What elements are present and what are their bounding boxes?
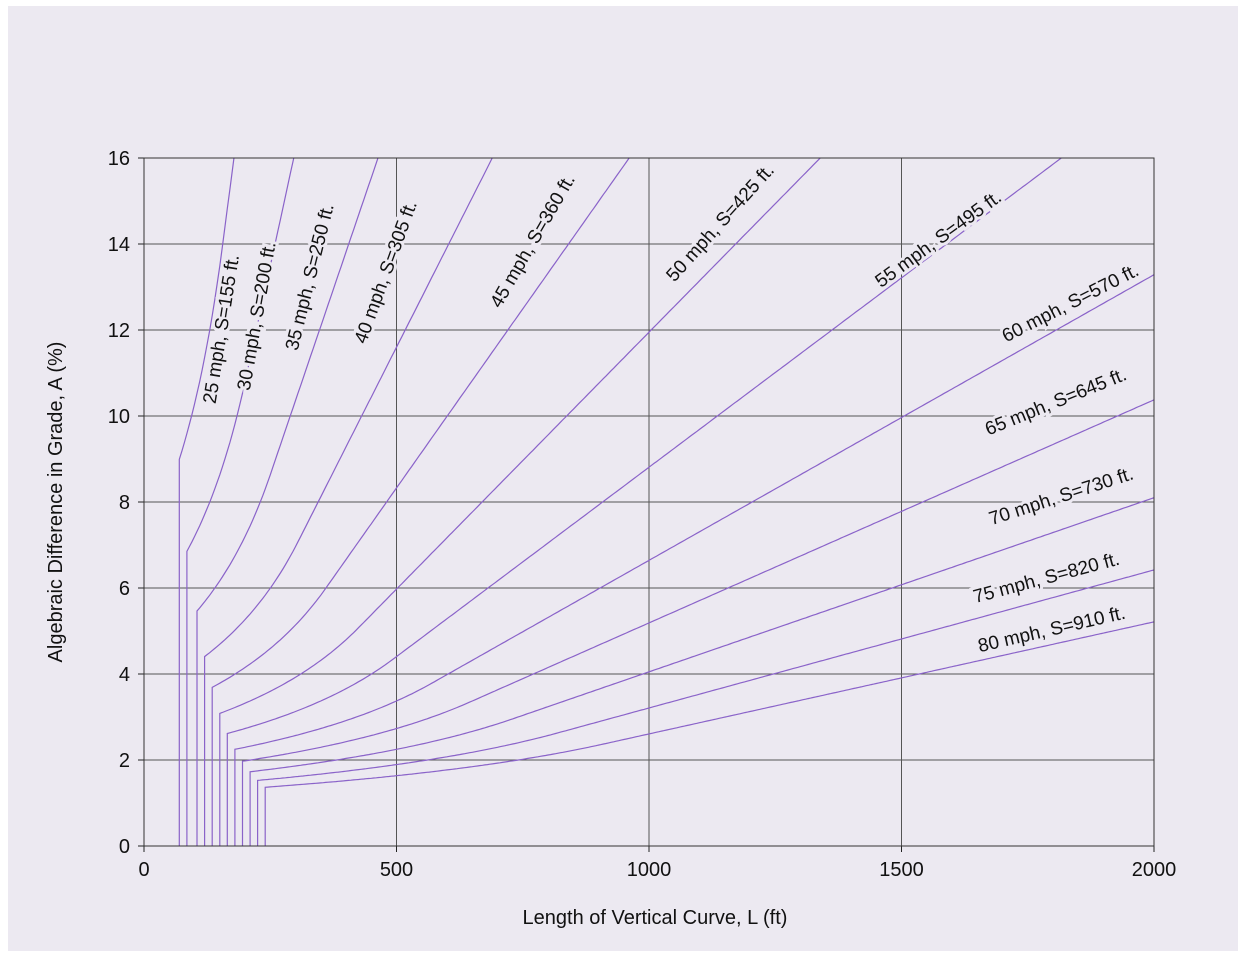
y-tick-label: 4 — [119, 664, 130, 686]
x-tick-label: 2000 — [1132, 859, 1177, 881]
series-line — [211, 158, 630, 846]
y-tick-label: 8 — [119, 492, 130, 514]
y-tick-label: 0 — [119, 836, 130, 858]
axis-layer: 0 2 4 6 8 10 12 14 16 0 500 1000 1500 2000 — [108, 148, 1177, 881]
chart-background — [8, 6, 1238, 951]
series-line — [249, 497, 1154, 846]
series-layer — [178, 158, 1154, 846]
series-line — [264, 621, 1154, 846]
x-tick-label: 1000 — [627, 859, 672, 881]
y-tick-label: 16 — [108, 148, 130, 170]
series-line — [186, 158, 295, 846]
y-tick-label: 14 — [108, 234, 130, 256]
plot-frame — [143, 157, 1155, 847]
series-line — [257, 569, 1154, 846]
x-tick-label: 1500 — [879, 859, 924, 881]
y-tick-label: 12 — [108, 320, 130, 342]
x-axis-label: Length of Vertical Curve, L (ft) — [523, 907, 788, 929]
x-tick-label: 500 — [380, 859, 413, 881]
y-tick-label: 6 — [119, 578, 130, 600]
series-line — [204, 158, 493, 846]
y-axis-label: Algebraic Difference in Grade, A (%) — [45, 342, 67, 663]
series-line — [241, 399, 1154, 846]
x-tick-label: 0 — [138, 859, 149, 881]
y-tick-label: 10 — [108, 406, 130, 428]
series-line — [226, 158, 1063, 846]
series-line — [178, 158, 235, 846]
series-line — [234, 274, 1154, 846]
series-line — [196, 158, 379, 846]
series-line — [219, 158, 822, 846]
y-tick-label: 2 — [119, 750, 130, 772]
